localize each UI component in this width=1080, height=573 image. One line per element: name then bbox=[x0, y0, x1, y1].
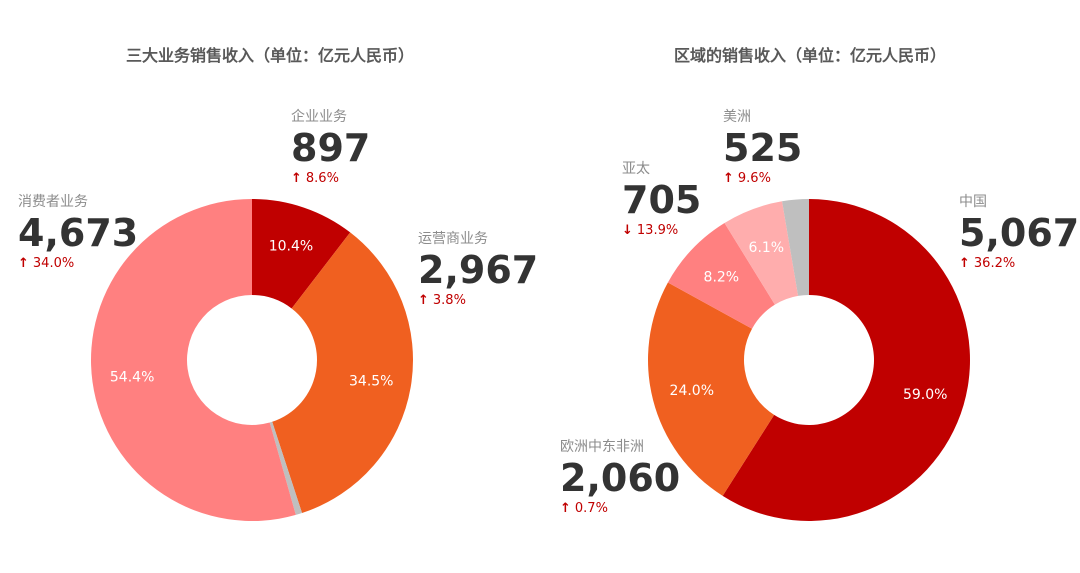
callout-china: 中国 5,067 ↑ 36.2% bbox=[959, 193, 1079, 273]
segment-change: ↑ 9.6% bbox=[723, 171, 771, 186]
arrow-up-icon: ↑ bbox=[418, 293, 429, 308]
business-donut-chart: 10.4% 34.5% 54.4% bbox=[91, 199, 413, 521]
callout-emea: 欧洲中东非洲 2,060 ↑ 0.7% bbox=[560, 438, 680, 518]
callout-consumer: 消费者业务 4,673 ↑ 34.0% bbox=[18, 193, 138, 273]
arrow-up-icon: ↑ bbox=[959, 256, 970, 271]
donut-slice bbox=[782, 199, 809, 296]
segment-change: ↑ 0.7% bbox=[560, 501, 608, 516]
segment-value: 2,967 bbox=[418, 248, 539, 292]
segment-change: ↑ 36.2% bbox=[959, 256, 1016, 271]
arrow-up-icon: ↑ bbox=[723, 171, 734, 186]
callout-apac: 亚太 705 ↓ 13.9% bbox=[622, 160, 701, 240]
region-revenue-panel: 区域的销售收入（单位：亿元人民币） 59.0% 24.0% 8.2% 6.1% 中国 … bbox=[540, 0, 1080, 573]
segment-value: 2,060 bbox=[560, 456, 681, 500]
segment-name: 欧洲中东非洲 bbox=[560, 439, 644, 455]
segment-value: 4,673 bbox=[18, 211, 139, 255]
donut-slice bbox=[252, 199, 351, 309]
segment-value: 897 bbox=[291, 126, 371, 170]
donut-slice bbox=[91, 199, 296, 521]
segment-change: ↑ 3.8% bbox=[418, 293, 466, 308]
segment-value: 5,067 bbox=[959, 211, 1080, 255]
donut-slice bbox=[269, 421, 303, 515]
donut-slice bbox=[724, 201, 799, 305]
callout-carrier: 运营商业务 2,967 ↑ 3.8% bbox=[418, 230, 538, 310]
segment-name: 亚太 bbox=[622, 161, 650, 177]
slice-percent-label: 8.2% bbox=[704, 270, 740, 286]
donut-slice bbox=[722, 199, 970, 521]
segment-name: 中国 bbox=[959, 194, 987, 210]
segment-value: 525 bbox=[723, 126, 803, 170]
segment-name: 消费者业务 bbox=[18, 194, 88, 210]
slice-percent-label: 6.1% bbox=[749, 240, 785, 256]
slice-percent-label: 59.0% bbox=[903, 387, 947, 403]
segment-change: ↑ 34.0% bbox=[18, 256, 75, 271]
donut-slice bbox=[667, 222, 775, 329]
arrow-up-icon: ↑ bbox=[291, 171, 302, 186]
segment-name: 美洲 bbox=[723, 109, 751, 125]
region-donut-chart: 59.0% 24.0% 8.2% 6.1% bbox=[648, 199, 970, 521]
donut-slice bbox=[272, 232, 413, 514]
chart-title: 区域的销售收入（单位：亿元人民币） bbox=[673, 46, 946, 65]
segment-change: ↓ 13.9% bbox=[622, 223, 679, 238]
segment-name: 企业业务 bbox=[291, 109, 347, 125]
chart-title: 三大业务销售收入（单位：亿元人民币） bbox=[125, 46, 414, 65]
slice-percent-label: 34.5% bbox=[349, 373, 393, 389]
arrow-down-icon: ↓ bbox=[622, 223, 633, 238]
donut-slice bbox=[648, 282, 775, 496]
slice-percent-label: 10.4% bbox=[269, 238, 313, 254]
callout-enterprise: 企业业务 897 ↑ 8.6% bbox=[291, 108, 370, 188]
segment-value: 705 bbox=[622, 178, 702, 222]
callout-americas: 美洲 525 ↑ 9.6% bbox=[723, 108, 802, 188]
slice-percent-label: 24.0% bbox=[670, 383, 714, 399]
arrow-up-icon: ↑ bbox=[18, 256, 29, 271]
segment-name: 运营商业务 bbox=[418, 231, 488, 247]
arrow-up-icon: ↑ bbox=[560, 501, 571, 516]
segment-change: ↑ 8.6% bbox=[291, 171, 339, 186]
business-revenue-panel: 三大业务销售收入（单位：亿元人民币） 10.4% 34.5% 54.4% 企业业务 … bbox=[18, 46, 538, 521]
slice-percent-label: 54.4% bbox=[110, 370, 154, 386]
